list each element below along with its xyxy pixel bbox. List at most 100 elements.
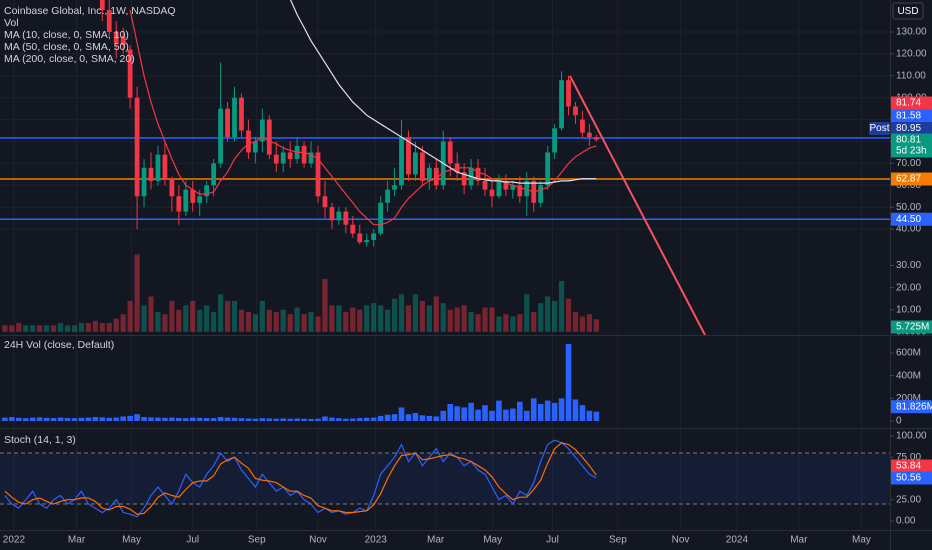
candle-body [503,180,509,190]
y-tick-label: 200M [896,393,921,404]
candle-body [559,80,564,129]
candle-body [371,233,377,241]
volume-bar [482,307,488,332]
bar [196,417,203,421]
x-tick-label: May [852,535,871,546]
bar [92,417,99,421]
candle-body [343,211,349,225]
bar [454,406,460,421]
volume-bar [37,325,43,332]
bar [551,402,558,421]
volume-bar [510,316,516,332]
x-tick-label: Nov [672,535,690,546]
volume-bar [378,305,384,332]
moving-average [129,9,597,226]
last-value-label: 81.826M [896,401,932,412]
bar [398,407,405,421]
volume-bar [565,298,572,332]
volume-bar [558,281,565,332]
candle-body [461,172,467,186]
candle-body [573,106,578,116]
candle-body [517,185,523,197]
y-tick-label: 75.00 [896,452,921,463]
stoch-line [4,442,597,515]
bar [544,400,551,421]
bar [182,418,189,421]
volume-bar [308,311,314,332]
volume-bar [217,294,224,332]
volume-bar [280,309,286,332]
bar [447,403,454,421]
currency[interactable]: USD [897,6,918,17]
bar [176,417,182,421]
candle-body [239,97,244,131]
last-value-label-bg [891,400,932,414]
bar [252,418,259,421]
bar [155,417,161,421]
candle-body [246,130,251,153]
legend-item: MA (200, close, 0, SMA, 20) [4,53,135,65]
candle-body [322,196,328,208]
bar [106,417,113,421]
candle-body [426,167,432,181]
candle-body [273,154,279,164]
x-tick-label: 2024 [726,535,749,546]
volume-bar [23,325,29,332]
candle-body [155,154,161,181]
bar [148,417,154,421]
bar [113,417,120,421]
candle-body [106,10,112,32]
candle-body [419,152,425,181]
candle-body [364,240,370,243]
volume-bar [176,309,182,332]
bar [586,410,593,421]
currency-button[interactable] [892,2,924,20]
bar [294,418,300,421]
bar [363,417,370,421]
x-tick-label: 2023 [365,535,388,546]
x-tick-label: May [122,535,141,546]
candle-body [176,196,182,212]
candle-body [252,141,258,153]
bar [203,418,210,421]
bar [565,343,572,421]
candle-body [197,196,203,203]
bar [15,417,22,421]
bar [231,417,238,421]
volume-bar [343,311,349,332]
volume-bar [155,311,161,332]
candle-body [552,128,557,153]
candle-body [211,163,217,186]
x-tick-label: Sep [609,535,627,546]
volume-bar [364,305,370,332]
bar [57,417,64,421]
bar [85,417,92,421]
volume-bar [141,305,147,332]
volume-bar [287,314,293,332]
bar [482,405,488,421]
bar [99,417,106,421]
bar [280,418,287,421]
volume-bar [419,300,425,332]
bar [440,410,447,421]
volume-bar [315,316,321,332]
volume-bar [301,314,307,332]
y-tick-label: 130.00 [896,27,927,38]
volume-bar [50,325,57,332]
bar [322,416,328,421]
volume-bar [350,307,356,332]
volume-bar [405,305,412,332]
chart-title: Coinbase Global, Inc., 1W, NASDAQ [4,5,176,17]
bar [530,398,537,421]
bar [461,407,467,421]
bar [301,418,307,421]
last-price-label-bg [891,133,932,147]
trend-line [569,75,706,336]
bar [517,401,523,421]
volume-bar [391,298,398,332]
stoch-line [4,439,597,518]
candle-body [357,233,363,243]
x-tick-label: 2022 [3,535,26,546]
x-tick-label: Mar [790,535,808,546]
